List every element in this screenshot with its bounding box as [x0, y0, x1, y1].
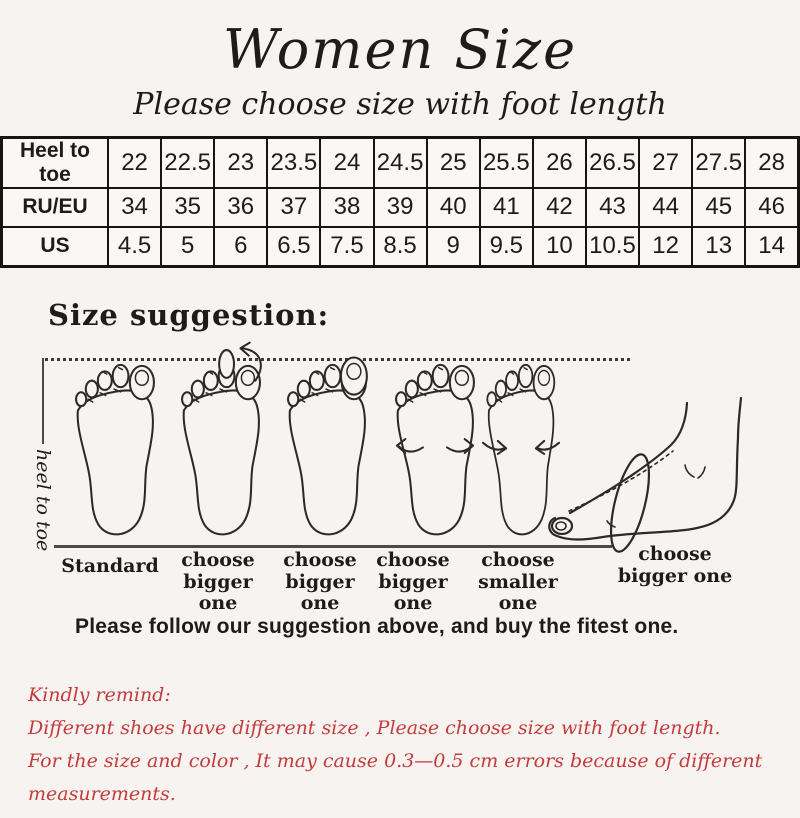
- size-cell: 41: [478, 186, 534, 228]
- size-cell: 45: [691, 186, 747, 228]
- foot-label-standard: Standard: [61, 554, 159, 577]
- size-cell: 35: [160, 186, 216, 228]
- table-row: US 4.5 5 6 6.5 7.5 8.5 9 9.5 10 10.5 12 13 14: [0, 225, 800, 268]
- size-cell: 40: [425, 186, 481, 228]
- foot-label-bigger-2: choose bigger one: [283, 548, 357, 615]
- foot-label-bigger-side: choose bigger one: [617, 542, 733, 587]
- footprint-wide-foot-illustration: [395, 363, 475, 536]
- row-header-ru-eu: RU/EU: [0, 186, 109, 228]
- footprint-long-second-toe-illustration: [181, 341, 262, 536]
- size-cell: 39: [372, 186, 428, 228]
- footprint-long-big-toe-illustration: [287, 356, 368, 536]
- size-cell: 14: [744, 225, 800, 268]
- size-cell: 22.5: [160, 136, 216, 189]
- toe-dotted-line: [45, 357, 630, 361]
- size-cell: 23.5: [266, 136, 322, 189]
- heel-to-toe-axis-label: heel to toe: [32, 443, 54, 556]
- footprint-narrow-foot-illustration: [481, 363, 561, 536]
- page-title: Women Size: [222, 18, 578, 81]
- row-header-us: US: [0, 225, 109, 268]
- remind-line-1: Different shoes have different size , Pl…: [28, 716, 721, 739]
- size-cell: 8.5: [372, 225, 428, 268]
- table-row: Heel to toe 22 22.5 23 23.5 24 24.5 25 25.5 26 26…: [0, 136, 800, 189]
- size-cell: 44: [638, 186, 694, 228]
- size-cell: 43: [584, 186, 641, 228]
- size-cell: 26.5: [584, 136, 641, 189]
- size-cell: 46: [744, 186, 800, 228]
- size-cell: 9: [425, 225, 481, 268]
- size-cell: 25: [425, 136, 481, 189]
- size-cell: 23: [213, 136, 269, 189]
- foot-label-smaller: choose smaller one: [478, 548, 558, 615]
- size-cell: 27: [638, 136, 694, 189]
- size-conversion-table: Heel to toe 22 22.5 23 23.5 24 24.5 25 25.5 26 26…: [0, 135, 800, 268]
- table-row: RU/EU 34 35 36 37 38 39 40 41 42 43 44 45 46: [0, 186, 800, 228]
- size-cell: 27.5: [691, 136, 747, 189]
- size-cell: 9.5: [478, 225, 534, 268]
- size-cell: 10.5: [584, 225, 641, 268]
- size-cell: 28: [744, 136, 800, 189]
- size-cell: 4.5: [106, 225, 163, 268]
- size-cell: 24.5: [372, 136, 428, 189]
- size-cell: 6: [213, 225, 269, 268]
- size-cell: 10: [531, 225, 587, 268]
- side-foot-high-instep-illustration: [548, 396, 743, 553]
- size-cell: 25.5: [478, 136, 534, 189]
- size-cell: 12: [638, 225, 694, 268]
- size-cell: 36: [213, 186, 269, 228]
- remind-line-2: For the size and color , It may cause 0.…: [28, 749, 763, 805]
- footprint-standard-illustration: [75, 363, 155, 536]
- size-cell: 24: [319, 136, 375, 189]
- size-cell: 37: [266, 186, 322, 228]
- size-cell: 38: [319, 186, 375, 228]
- heel-baseline: [40, 544, 612, 548]
- kindly-remind-block: Kindly remind: Different shoes have diff…: [28, 679, 800, 811]
- size-suggestion-diagram: heel to toe: [0, 341, 800, 614]
- foot-label-bigger-3: choose bigger one: [376, 548, 450, 615]
- suggestion-note: Please follow our suggestion above, and …: [75, 614, 679, 638]
- remind-heading: Kindly remind:: [28, 683, 171, 706]
- size-cell: 13: [691, 225, 747, 268]
- size-cell: 42: [531, 186, 587, 228]
- size-suggestion-heading: Size suggestion:: [48, 297, 330, 332]
- size-cell: 7.5: [319, 225, 375, 268]
- size-cell: 22: [106, 136, 163, 189]
- size-cell: 5: [160, 225, 216, 268]
- foot-label-bigger-1: choose bigger one: [181, 548, 255, 615]
- size-cell: 6.5: [266, 225, 322, 268]
- page-subtitle: Please choose size with foot length: [133, 86, 667, 122]
- size-cell: 26: [531, 136, 587, 189]
- size-cell: 34: [106, 186, 163, 228]
- row-header-heel-to-toe: Heel to toe: [0, 136, 109, 189]
